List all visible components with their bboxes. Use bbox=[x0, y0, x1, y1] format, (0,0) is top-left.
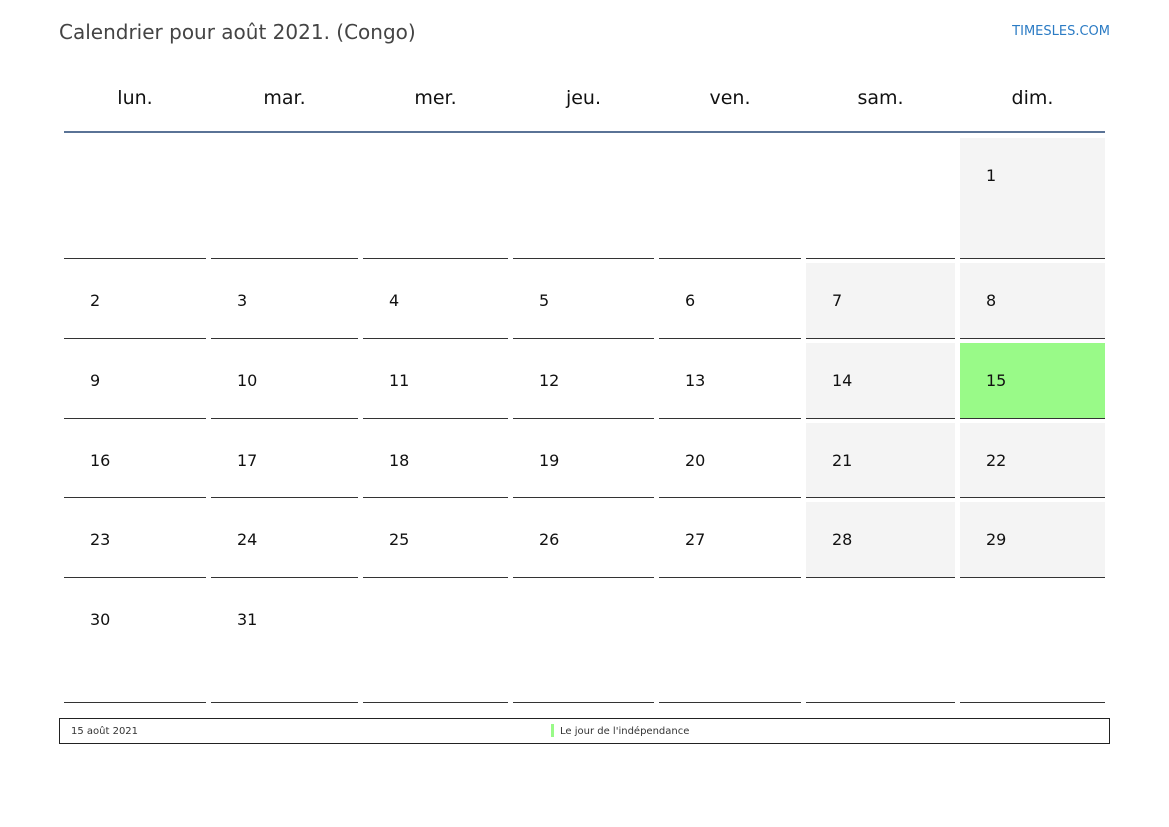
day-number: 15 bbox=[986, 371, 1007, 390]
day-number: 14 bbox=[832, 371, 853, 390]
day-number: 29 bbox=[986, 530, 1007, 549]
day-number: 7 bbox=[832, 291, 843, 310]
empty-cell bbox=[960, 582, 1105, 703]
day-cell[interactable]: 14 bbox=[806, 343, 955, 419]
day-number: 12 bbox=[539, 371, 560, 390]
header-divider bbox=[64, 131, 1105, 133]
day-cell[interactable]: 19 bbox=[513, 423, 654, 498]
holiday-name: Le jour de l'indépendance bbox=[560, 726, 690, 737]
day-cell[interactable]: 16 bbox=[64, 423, 206, 498]
day-cell[interactable]: 5 bbox=[513, 263, 654, 339]
day-cell[interactable]: 2 bbox=[64, 263, 206, 339]
brand-link[interactable]: TIMESLES.COM bbox=[1012, 24, 1110, 39]
empty-cell bbox=[659, 582, 801, 703]
day-cell[interactable]: 27 bbox=[659, 502, 801, 578]
holiday-color-marker bbox=[551, 724, 554, 737]
empty-cell bbox=[659, 138, 801, 259]
day-cell[interactable]: 29 bbox=[960, 502, 1105, 578]
day-number: 18 bbox=[389, 451, 410, 470]
day-cell[interactable]: 11 bbox=[363, 343, 508, 419]
day-number: 19 bbox=[539, 451, 560, 470]
empty-cell bbox=[513, 582, 654, 703]
day-number: 4 bbox=[389, 291, 400, 310]
day-number: 25 bbox=[389, 530, 410, 549]
day-cell[interactable]: 13 bbox=[659, 343, 801, 419]
day-number: 27 bbox=[685, 530, 706, 549]
day-cell[interactable]: 6 bbox=[659, 263, 801, 339]
day-number: 3 bbox=[237, 291, 248, 310]
holiday-date: 15 août 2021 bbox=[71, 726, 139, 737]
day-cell[interactable]: 4 bbox=[363, 263, 508, 339]
day-number: 20 bbox=[685, 451, 706, 470]
day-cell[interactable]: 17 bbox=[211, 423, 358, 498]
day-cell[interactable]: 10 bbox=[211, 343, 358, 419]
empty-cell bbox=[211, 138, 358, 259]
day-cell[interactable]: 15 bbox=[960, 343, 1105, 419]
weekday-1: mar. bbox=[263, 87, 306, 109]
day-cell[interactable]: 20 bbox=[659, 423, 801, 498]
day-cell[interactable]: 26 bbox=[513, 502, 654, 578]
day-cell[interactable]: 1 bbox=[960, 138, 1105, 259]
day-number: 30 bbox=[90, 610, 111, 629]
day-cell[interactable]: 30 bbox=[64, 582, 206, 703]
weekday-6: dim. bbox=[1011, 87, 1054, 109]
empty-cell bbox=[64, 138, 206, 259]
empty-cell bbox=[363, 582, 508, 703]
day-number: 21 bbox=[832, 451, 853, 470]
day-cell[interactable]: 23 bbox=[64, 502, 206, 578]
day-number: 1 bbox=[986, 166, 997, 185]
day-cell[interactable]: 8 bbox=[960, 263, 1105, 339]
day-number: 23 bbox=[90, 530, 111, 549]
day-cell[interactable]: 22 bbox=[960, 423, 1105, 498]
weekday-5: sam. bbox=[857, 87, 904, 109]
day-number: 11 bbox=[389, 371, 410, 390]
weekday-3: jeu. bbox=[565, 87, 602, 109]
day-number: 16 bbox=[90, 451, 111, 470]
page-title: Calendrier pour août 2021. (Congo) bbox=[59, 20, 416, 44]
day-cell[interactable]: 21 bbox=[806, 423, 955, 498]
day-cell[interactable]: 24 bbox=[211, 502, 358, 578]
day-number: 13 bbox=[685, 371, 706, 390]
empty-cell bbox=[806, 138, 955, 259]
day-number: 22 bbox=[986, 451, 1007, 470]
weekday-2: mer. bbox=[414, 87, 457, 109]
day-cell[interactable]: 3 bbox=[211, 263, 358, 339]
day-number: 9 bbox=[90, 371, 101, 390]
empty-cell bbox=[806, 582, 955, 703]
day-number: 8 bbox=[986, 291, 997, 310]
empty-cell bbox=[513, 138, 654, 259]
day-number: 26 bbox=[539, 530, 560, 549]
day-cell[interactable]: 7 bbox=[806, 263, 955, 339]
day-number: 5 bbox=[539, 291, 550, 310]
day-cell[interactable]: 18 bbox=[363, 423, 508, 498]
empty-cell bbox=[363, 138, 508, 259]
day-cell[interactable]: 31 bbox=[211, 582, 358, 703]
day-number: 6 bbox=[685, 291, 696, 310]
weekday-0: lun. bbox=[117, 87, 153, 109]
day-cell[interactable]: 12 bbox=[513, 343, 654, 419]
day-number: 24 bbox=[237, 530, 258, 549]
day-number: 2 bbox=[90, 291, 101, 310]
day-number: 28 bbox=[832, 530, 853, 549]
day-cell[interactable]: 28 bbox=[806, 502, 955, 578]
day-cell[interactable]: 25 bbox=[363, 502, 508, 578]
day-number: 17 bbox=[237, 451, 258, 470]
holiday-legend: 15 août 2021 Le jour de l'indépendance bbox=[59, 718, 1110, 744]
day-cell[interactable]: 9 bbox=[64, 343, 206, 419]
weekday-4: ven. bbox=[709, 87, 751, 109]
day-number: 10 bbox=[237, 371, 258, 390]
day-number: 31 bbox=[237, 610, 258, 629]
